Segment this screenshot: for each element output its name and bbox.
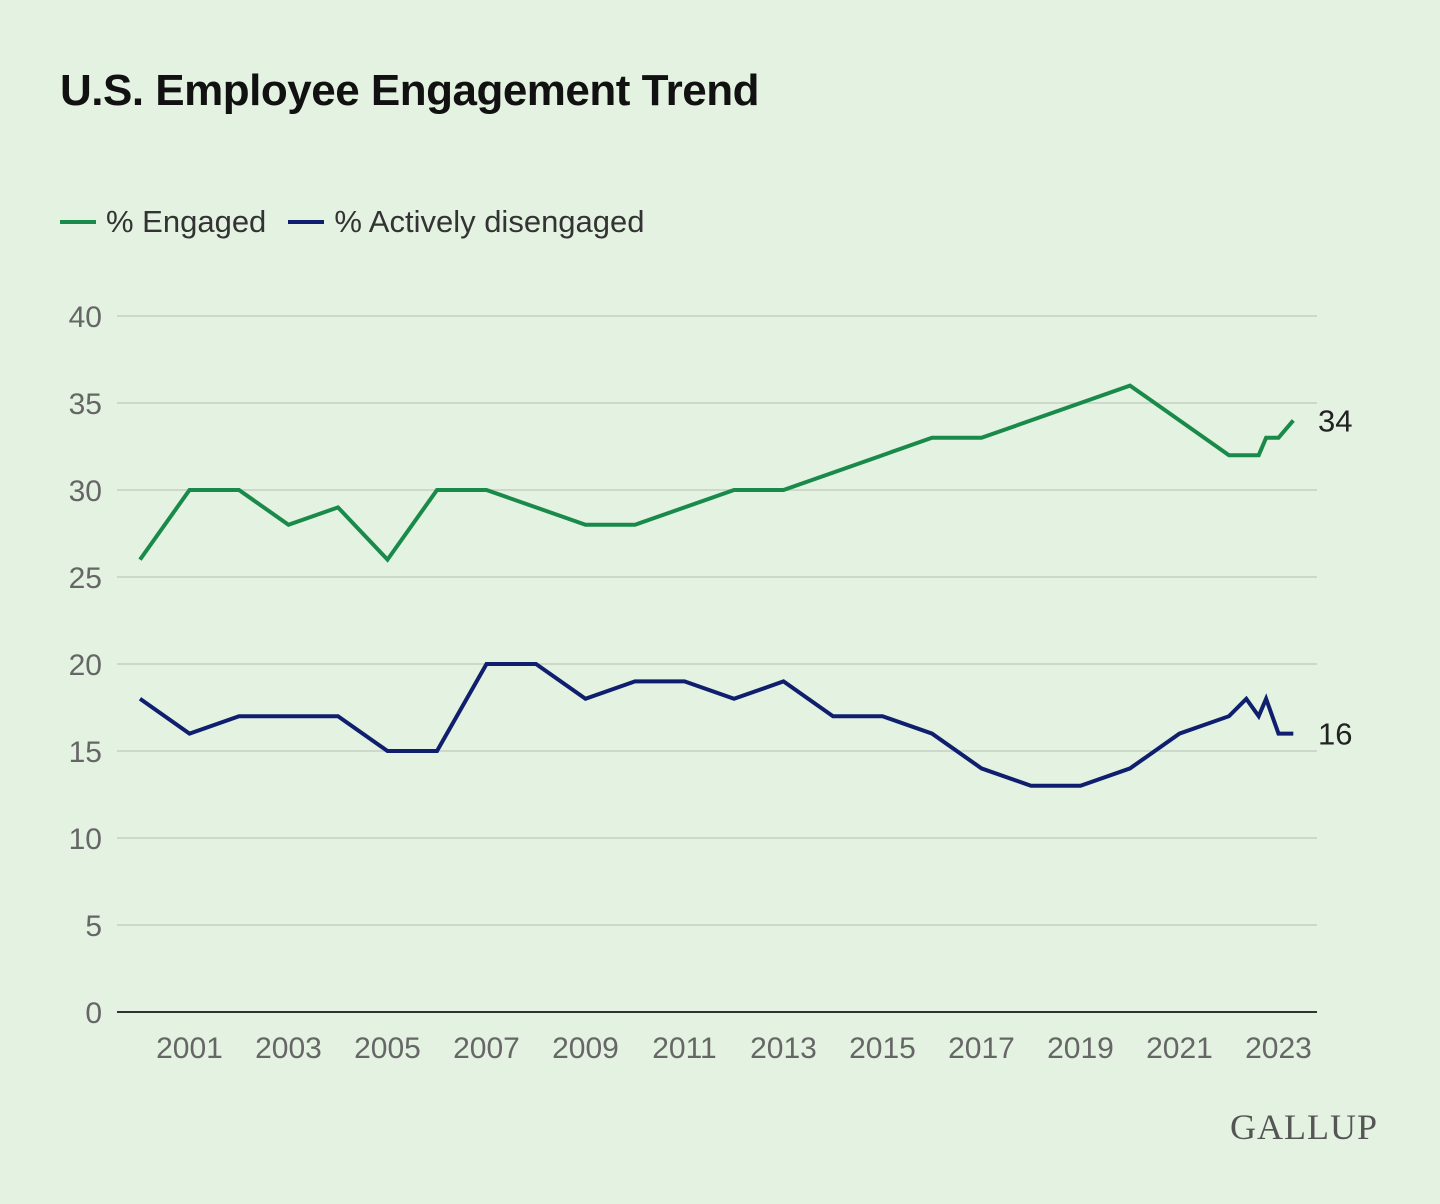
legend-item-disengaged: % Actively disengaged bbox=[288, 204, 645, 240]
y-tick-label: 25 bbox=[69, 562, 102, 595]
x-tick-label: 2007 bbox=[453, 1032, 520, 1065]
y-tick-label: 30 bbox=[69, 475, 102, 508]
end-value-label: 34 bbox=[1318, 403, 1352, 438]
x-tick-label: 2011 bbox=[652, 1032, 717, 1065]
legend-label: % Engaged bbox=[106, 204, 267, 239]
x-tick-label: 2003 bbox=[255, 1032, 322, 1065]
y-tick-label: 20 bbox=[69, 649, 102, 682]
x-tick-label: 2017 bbox=[948, 1032, 1015, 1065]
x-tick-label: 2021 bbox=[1146, 1032, 1213, 1065]
chart-title: U.S. Employee Engagement Trend bbox=[60, 66, 759, 115]
x-tick-label: 2013 bbox=[750, 1032, 817, 1065]
y-tick-label: 0 bbox=[85, 997, 102, 1030]
x-tick-label: 2015 bbox=[849, 1032, 916, 1065]
x-tick-label: 2001 bbox=[156, 1032, 223, 1065]
series-line-disengaged bbox=[138, 662, 1294, 788]
legend-swatch-disengaged bbox=[288, 220, 325, 224]
legend-swatch-engaged bbox=[60, 220, 96, 224]
series-line-engaged bbox=[138, 383, 1295, 563]
legend-label: % Actively disengaged bbox=[334, 204, 645, 239]
legend-item-engaged: % Engaged bbox=[60, 204, 266, 240]
y-tick-label: 40 bbox=[69, 301, 102, 334]
x-tick-label: 2005 bbox=[354, 1032, 421, 1065]
x-tick-label: 2019 bbox=[1047, 1032, 1114, 1065]
y-tick-label: 35 bbox=[69, 388, 102, 421]
gallup-logo: GALLUP bbox=[1230, 1107, 1378, 1147]
y-tick-label: 15 bbox=[69, 736, 102, 769]
x-tick-label: 2009 bbox=[552, 1032, 619, 1065]
x-tick-label: 2023 bbox=[1245, 1032, 1312, 1065]
legend: % Engaged % Actively disengaged bbox=[60, 204, 667, 240]
end-value-label: 16 bbox=[1318, 717, 1352, 752]
y-tick-label: 5 bbox=[85, 910, 102, 943]
y-tick-label: 10 bbox=[69, 823, 102, 856]
